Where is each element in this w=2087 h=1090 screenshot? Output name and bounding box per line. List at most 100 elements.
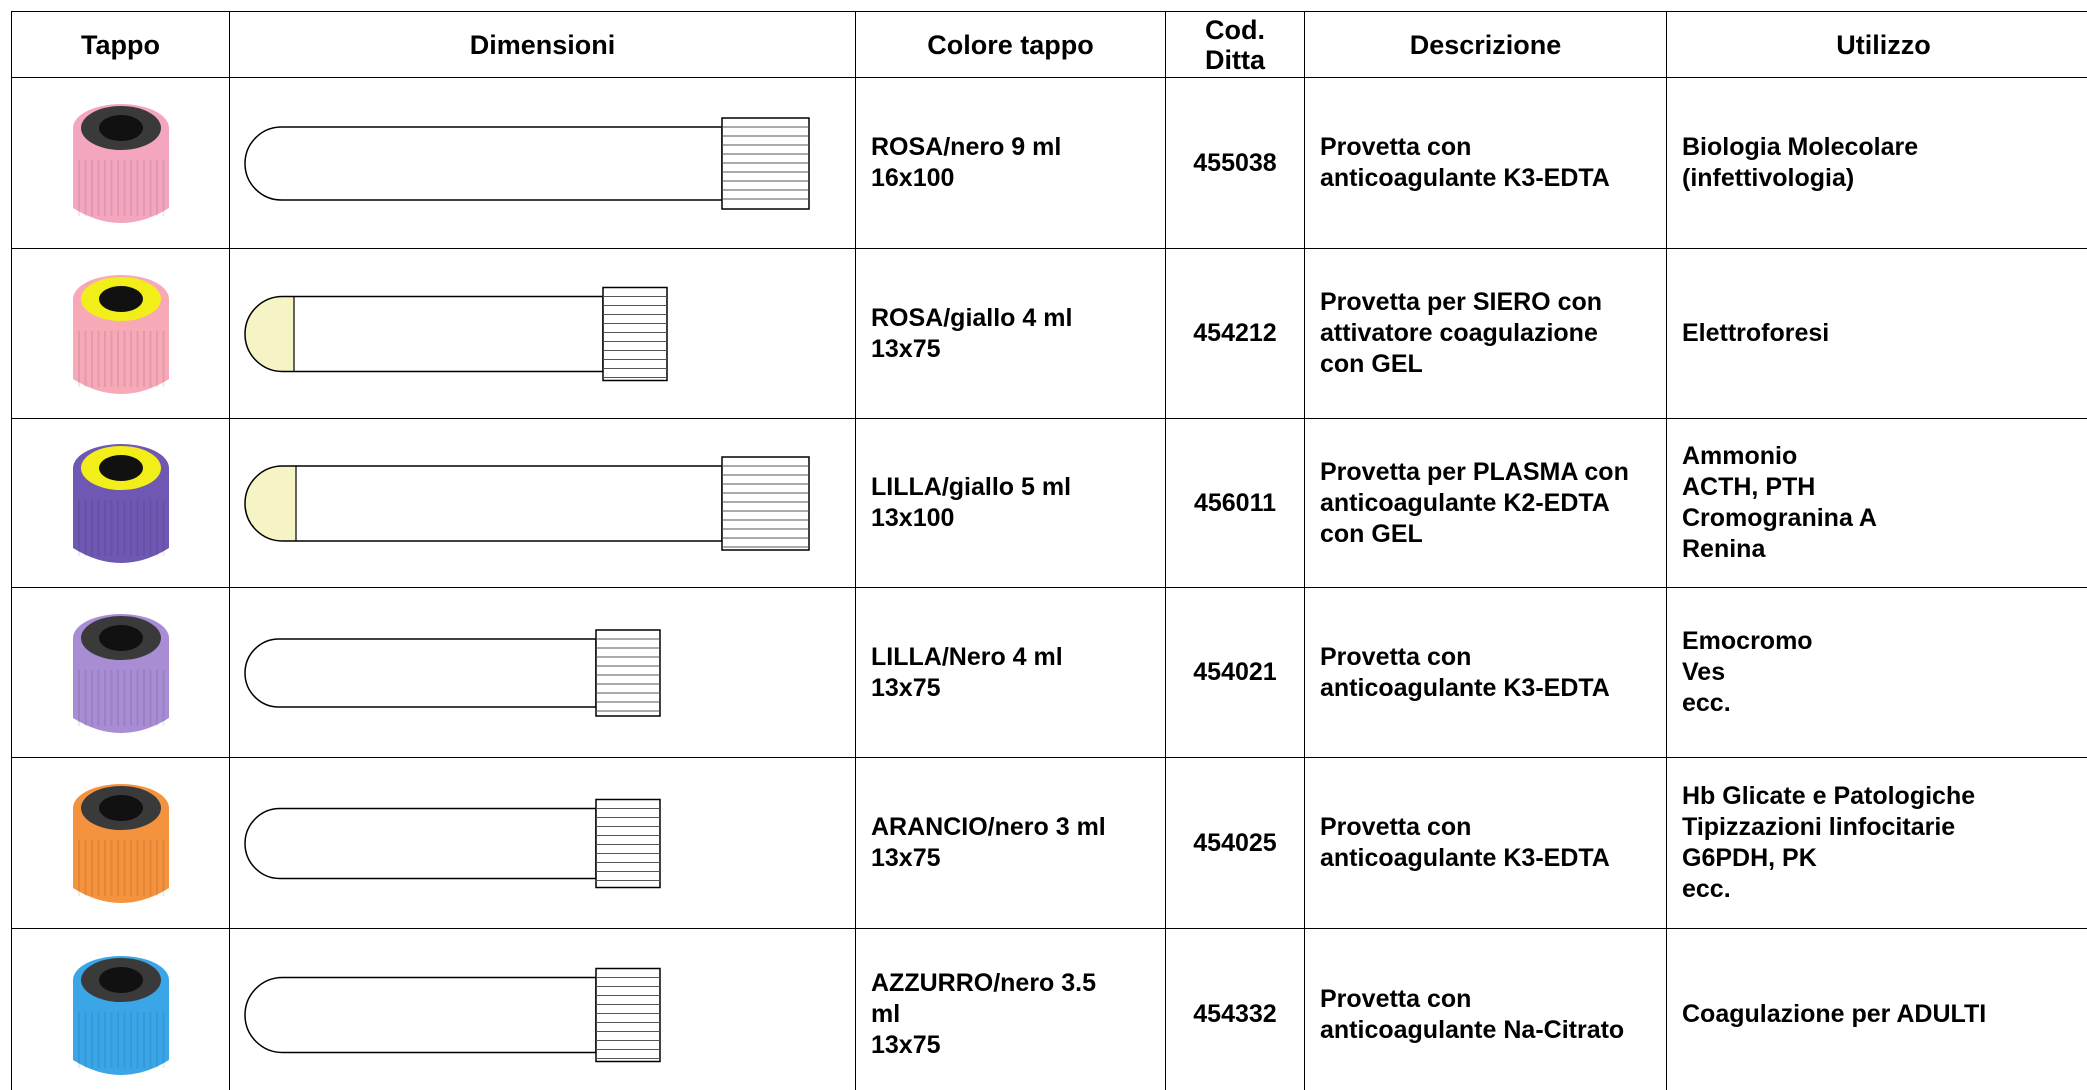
tube-drawing (244, 116, 810, 210)
colore-text: ARANCIO/nero 3 ml (871, 813, 1106, 841)
descrizione-cell: Provetta con anticoagulante K3-EDTA (1304, 77, 1666, 248)
colore-text: LILLA/Nero 4 ml (871, 642, 1063, 671)
header-text: Utilizzo (1836, 29, 1931, 60)
tube-gel (245, 465, 296, 541)
tube-cap (595, 967, 661, 1062)
header-cell: Colore tappo (855, 11, 1165, 77)
cap-body (72, 637, 169, 733)
tube-cell (229, 248, 855, 418)
colore-text: 13x75 (871, 334, 941, 363)
tube-cell (229, 928, 855, 1090)
cap-hole (98, 624, 143, 651)
utilizzo-text: Biologia Molecolare (1682, 133, 1919, 161)
cap-image (72, 274, 169, 394)
utilizzo-text: Tipizzazioni linfocitarie (1682, 813, 1956, 841)
utilizzo-text: Renina (1682, 535, 1766, 563)
descrizione-cell: Provetta con anticoagulante K3-EDTA (1304, 587, 1666, 757)
utilizzo-text: (infettivologia) (1682, 164, 1855, 192)
colore-cell: LILLA/Nero 4 ml 13x75 (855, 587, 1165, 757)
codice-cell: 456011 (1165, 418, 1304, 587)
tube-cell (229, 587, 855, 757)
cap-image (72, 104, 169, 223)
descrizione-text: Provetta per PLASMA con (1320, 457, 1629, 486)
utilizzo-text: Ves (1682, 658, 1726, 686)
descrizione-text: Provetta con (1320, 642, 1472, 671)
utilizzo-text: Coagulazione per ADULTI (1682, 1000, 1987, 1028)
colore-text: ROSA/giallo 4 ml (871, 303, 1073, 332)
header-text: Colore tappo (927, 29, 1094, 60)
descrizione-cell: Provetta con anticoagulante K3-EDTA (1304, 757, 1666, 928)
colore-text: 13x100 (871, 504, 955, 532)
utilizzo-cell: Emocromo Ves ecc. (1666, 587, 2087, 757)
cap-cell (11, 248, 229, 418)
header-text: Tappo (81, 29, 160, 60)
header-text: Descrizione (1409, 29, 1562, 60)
colore-cell: ARANCIO/nero 3 ml 13x75 (855, 757, 1165, 928)
colore-text: 13x75 (871, 1031, 941, 1059)
header-cell: Cod. Ditta (1165, 11, 1304, 77)
utilizzo-text: Ammonio (1682, 442, 1798, 470)
tube-cap (595, 628, 661, 717)
tube-drawing (244, 286, 668, 381)
colore-cell: LILLA/giallo 5 ml 13x100 (855, 418, 1165, 587)
cap-body (72, 468, 169, 563)
utilizzo-cell: Ammonio ACTH, PTH Cromogranina A Renina (1666, 418, 2087, 587)
colore-text: LILLA/giallo 5 ml (871, 473, 1072, 501)
descrizione-cell: Provetta per SIERO con attivatore coagula… (1304, 248, 1666, 418)
cap-body (72, 298, 169, 394)
codice-cell: 454021 (1165, 587, 1304, 757)
cap-cell (11, 928, 229, 1090)
descrizione-text: attivatore coagulazione (1320, 319, 1598, 347)
utilizzo-text: Cromogranina A (1682, 504, 1877, 532)
tube-drawing (244, 628, 661, 717)
colore-text: 13x75 (871, 844, 941, 872)
colore-cell: ROSA/nero 9 ml 16x100 (855, 77, 1165, 248)
colore-cell: ROSA/giallo 4 ml 13x75 (855, 248, 1165, 418)
utilizzo-text: Elettroforesi (1682, 319, 1830, 347)
cap-image (72, 613, 169, 733)
tube-drawing (244, 455, 810, 551)
cap-cell (11, 587, 229, 757)
cap-cell (11, 418, 229, 587)
cap-hole (98, 455, 143, 481)
tube-cell (229, 418, 855, 587)
tube-drawing (244, 967, 661, 1062)
tube-body (244, 464, 723, 542)
utilizzo-text: ecc. (1682, 875, 1731, 903)
descrizione-text: con GEL (1320, 350, 1423, 378)
cap-cell (11, 77, 229, 248)
utilizzo-text: ecc. (1682, 689, 1731, 717)
tube-cap (721, 455, 810, 551)
tube-cell (229, 757, 855, 928)
cap-hole (98, 795, 143, 821)
codice-cell: 454332 (1165, 928, 1304, 1090)
descrizione-text: anticoagulante K3-EDTA (1320, 673, 1610, 702)
tube-body (244, 125, 723, 201)
descrizione-text: Provetta con (1320, 813, 1472, 841)
utilizzo-cell: Coagulazione per ADULTI (1666, 928, 2087, 1090)
header-text: Cod. (1205, 14, 1265, 45)
colore-text: ROSA/nero 9 ml (871, 133, 1062, 161)
utilizzo-text: G6PDH, PK (1682, 844, 1817, 872)
header-text: Ditta (1205, 44, 1265, 75)
cap-image (72, 784, 169, 903)
colore-text: AZZURRO/nero 3.5 (871, 969, 1097, 997)
cap-body (72, 128, 169, 223)
descrizione-text: Provetta con (1320, 984, 1472, 1013)
cap-image (72, 955, 169, 1075)
descrizione-text: anticoagulante K3-EDTA (1320, 844, 1610, 872)
cap-body (72, 979, 169, 1075)
colore-cell: AZZURRO/nero 3.5 ml 13x75 (855, 928, 1165, 1090)
colore-text: 16x100 (871, 164, 955, 192)
tube-cap (602, 286, 668, 381)
cap-cell (11, 757, 229, 928)
tube-gel (245, 296, 294, 371)
descrizione-text: anticoagulante K2-EDTA (1320, 488, 1610, 517)
utilizzo-cell: Hb Glicate e Patologiche Tipizzazioni lin… (1666, 757, 2087, 928)
descrizione-text: con GEL (1320, 519, 1423, 548)
descrizione-text: Provetta per SIERO con (1320, 288, 1603, 316)
descrizione-text: anticoagulante Na-Citrato (1320, 1015, 1625, 1044)
codice-cell: 454212 (1165, 248, 1304, 418)
codice-cell: 454025 (1165, 757, 1304, 928)
utilizzo-text: ACTH, PTH (1682, 473, 1816, 501)
